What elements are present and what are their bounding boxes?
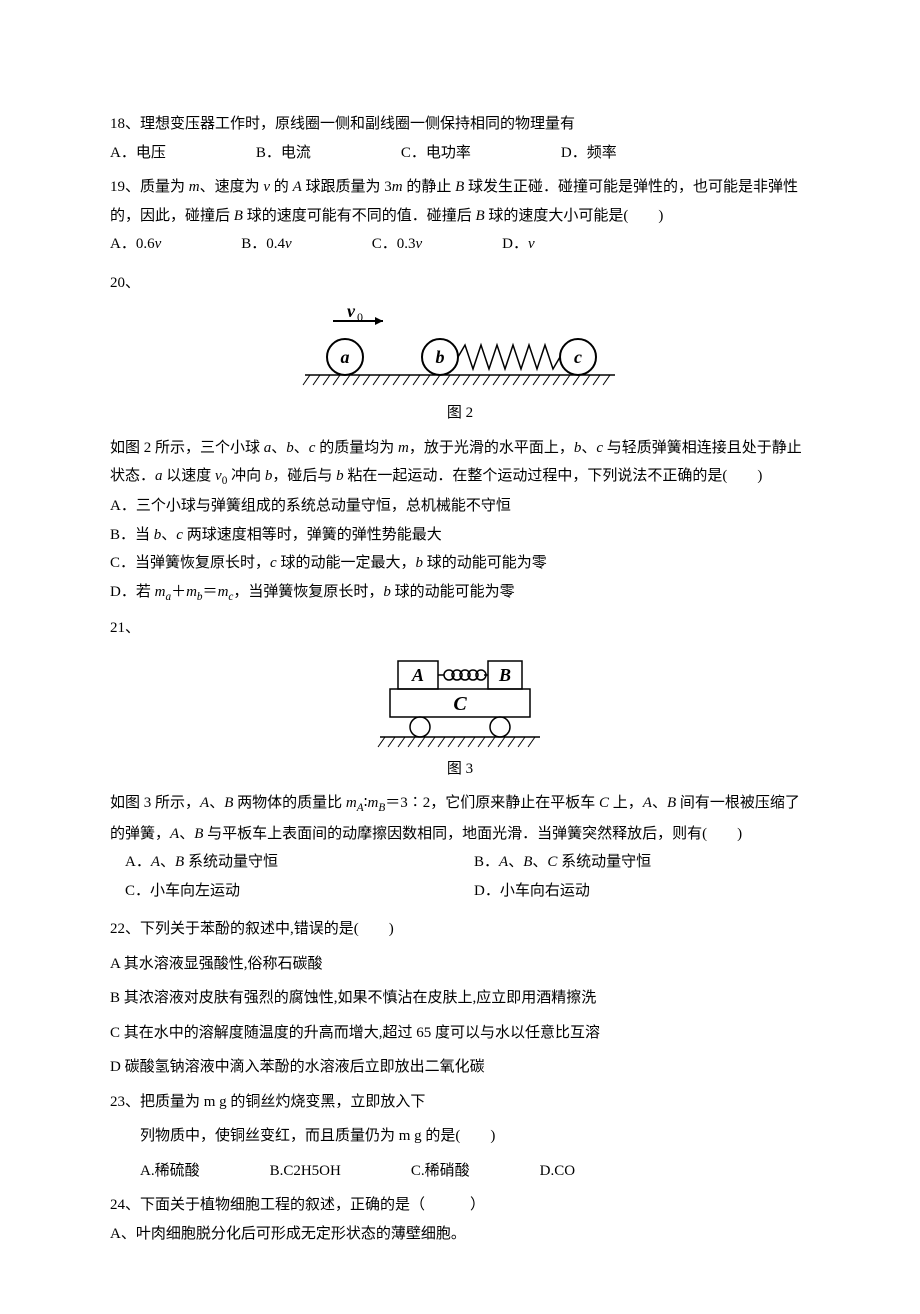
- q18-options: A．电压 B．电流 C．电功率 D．频率: [110, 139, 810, 168]
- q23: 23、把质量为 m g 的铜丝灼烧变黑，立即放入下 列物质中，使铜丝变红，而且质…: [110, 1088, 810, 1186]
- q22: 22、下列关于苯酚的叙述中,错误的是( ) A 其水溶液显强酸性,俗称石碳酸 B…: [110, 915, 810, 1082]
- q19-opt-d: D．v: [502, 230, 535, 259]
- q20: 20、 v 0 a b c 图 2 如图 2 所: [110, 269, 810, 609]
- q20-opt-c: C．当弹簧恢复原长时，c 球的动能一定最大，b 球的动能可能为零: [110, 549, 810, 578]
- q21-caption: 图 3: [110, 755, 810, 784]
- q23-opt-a: A.稀硫酸: [140, 1157, 200, 1186]
- block-a-label: A: [411, 665, 424, 685]
- q22-opt-a: A 其水溶液显强酸性,俗称石碳酸: [110, 950, 810, 979]
- q23-stem1: 23、把质量为 m g 的铜丝灼烧变黑，立即放入下: [110, 1088, 810, 1117]
- q21-svg: C A B: [360, 651, 560, 751]
- q20-caption: 图 2: [110, 399, 810, 428]
- q19: 19、质量为 m、速度为 v 的 A 球跟质量为 3m 的静止 B 球发生正碰．…: [110, 173, 810, 259]
- q18-opt-b: B．电流: [256, 139, 311, 168]
- ball-a-label: a: [341, 347, 350, 367]
- q20-svg: v 0 a b c: [285, 305, 635, 395]
- q21-opt-a: A．A、B 系统动量守恒: [110, 848, 474, 877]
- q20-figure: v 0 a b c: [110, 305, 810, 395]
- q21-row1: A．A、B 系统动量守恒 B．A、B、C 系统动量守恒: [110, 848, 810, 877]
- q21-opt-b: B．A、B、C 系统动量守恒: [474, 848, 810, 877]
- ball-c-label: c: [574, 347, 582, 367]
- q23-options: A.稀硫酸 B.C2H5OH C.稀硝酸 D.CO: [110, 1157, 810, 1186]
- q19-opt-a: A．0.6v: [110, 230, 161, 259]
- q21-row2: C．小车向左运动 D．小车向右运动: [110, 877, 810, 906]
- q24-stem: 24、下面关于植物细胞工程的叙述，正确的是（ ）: [110, 1191, 810, 1220]
- block-c-label: C: [453, 693, 467, 715]
- v0-label: v: [347, 305, 356, 321]
- q21-label: 21、: [110, 614, 810, 643]
- q18-stem: 18、理想变压器工作时，原线圈一侧和副线圈一侧保持相同的物理量有: [110, 110, 810, 139]
- q22-stem: 22、下列关于苯酚的叙述中,错误的是( ): [110, 915, 810, 944]
- q21-body: 如图 3 所示，A、B 两物体的质量比 mA∶mB＝3∶2，它们原来静止在平板车…: [110, 789, 810, 848]
- q18-opt-a: A．电压: [110, 139, 166, 168]
- q22-opt-b: B 其浓溶液对皮肤有强烈的腐蚀性,如果不慎沾在皮肤上,应立即用酒精擦洗: [110, 984, 810, 1013]
- q23-opt-c: C.稀硝酸: [411, 1157, 470, 1186]
- q22-opt-d: D 碳酸氢钠溶液中滴入苯酚的水溶液后立即放出二氧化碳: [110, 1053, 810, 1082]
- q19-options: A．0.6v B．0.4v C．0.3v D．v: [110, 230, 810, 259]
- q18: 18、理想变压器工作时，原线圈一侧和副线圈一侧保持相同的物理量有 A．电压 B．…: [110, 110, 810, 167]
- q23-opt-b: B.C2H5OH: [270, 1157, 341, 1186]
- q21-opt-d: D．小车向右运动: [474, 877, 810, 906]
- q20-opt-d: D．若 ma＋mb＝mc，当弹簧恢复原长时，b 球的动能可能为零: [110, 578, 810, 608]
- ball-b-label: b: [436, 347, 445, 367]
- q21-opt-c: C．小车向左运动: [110, 877, 474, 906]
- q19-opt-c: C．0.3v: [372, 230, 422, 259]
- q18-opt-d: D．频率: [561, 139, 617, 168]
- q20-body: 如图 2 所示，三个小球 a、b、c 的质量均为 m，放于光滑的水平面上，b、c…: [110, 434, 810, 493]
- q21-figure: C A B: [110, 651, 810, 751]
- q24: 24、下面关于植物细胞工程的叙述，正确的是（ ） A、叶肉细胞脱分化后可形成无定…: [110, 1191, 810, 1248]
- q19-stem: 19、质量为 m、速度为 v 的 A 球跟质量为 3m 的静止 B 球发生正碰．…: [110, 173, 810, 230]
- block-b-label: B: [498, 665, 511, 685]
- q20-opt-b: B．当 b、c 两球速度相等时，弹簧的弹性势能最大: [110, 521, 810, 550]
- q20-opt-a: A．三个小球与弹簧组成的系统总动量守恒，总机械能不守恒: [110, 492, 810, 521]
- q19-opt-b: B．0.4v: [241, 230, 291, 259]
- q24-opt-a: A、叶肉细胞脱分化后可形成无定形状态的薄壁细胞。: [110, 1220, 810, 1249]
- q23-opt-d: D.CO: [540, 1157, 575, 1186]
- q20-label: 20、: [110, 269, 810, 298]
- q22-opt-c: C 其在水中的溶解度随温度的升高而增大,超过 65 度可以与水以任意比互溶: [110, 1019, 810, 1048]
- q23-stem2: 列物质中，使铜丝变红，而且质量仍为 m g 的是( ): [110, 1122, 810, 1151]
- svg-text:0: 0: [357, 310, 363, 324]
- q21: 21、 C A B 图 3: [110, 614, 810, 905]
- q18-opt-c: C．电功率: [401, 139, 471, 168]
